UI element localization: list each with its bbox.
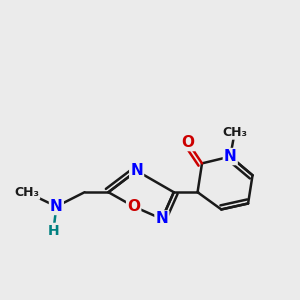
Text: O: O (182, 135, 194, 150)
Text: CH₃: CH₃ (14, 186, 39, 199)
Text: N: N (50, 199, 63, 214)
Text: N: N (130, 163, 143, 178)
Text: O: O (127, 199, 140, 214)
Text: N: N (224, 149, 237, 164)
Text: N: N (155, 212, 168, 226)
Text: CH₃: CH₃ (222, 126, 247, 139)
Text: H: H (48, 224, 59, 238)
